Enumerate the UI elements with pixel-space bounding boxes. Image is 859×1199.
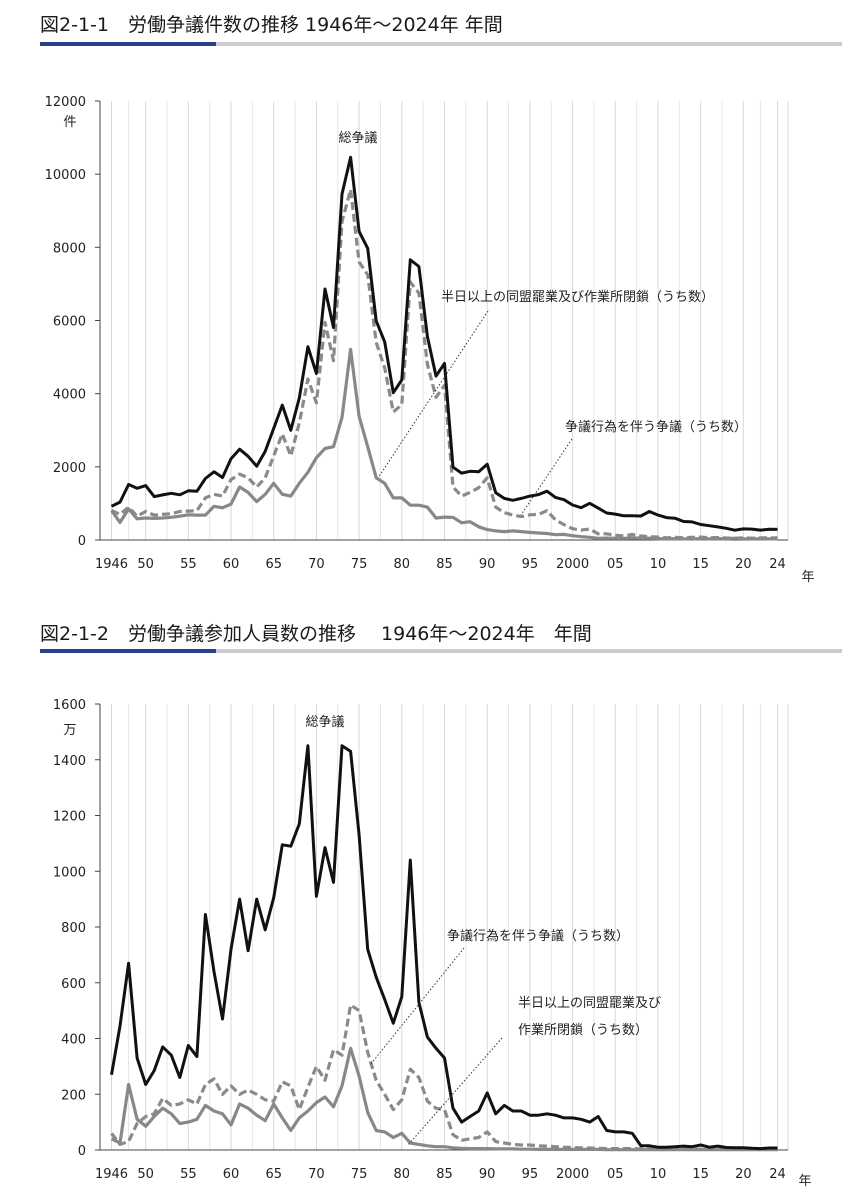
x-tick-label: 70 xyxy=(308,1167,325,1182)
y-tick-label: 1600 xyxy=(53,698,86,713)
leader-line-dispute-acts xyxy=(369,947,465,1066)
y-tick-label: 0 xyxy=(78,1144,86,1159)
x-tick-label: 2000 xyxy=(556,1167,589,1182)
annotation-total-disputes: 総争議 xyxy=(305,715,344,730)
annotation-dispute-acts: 争議行為を伴う争議（うち数） xyxy=(565,419,747,435)
annotation-dispute-acts: 争議行為を伴う争議（うち数） xyxy=(447,928,629,944)
x-tick-label: 95 xyxy=(522,1167,539,1182)
y-tick-label: 1400 xyxy=(53,754,86,769)
x-tick-label: 90 xyxy=(479,557,496,572)
x-tick-label: 70 xyxy=(308,557,325,572)
x-tick-label: 85 xyxy=(436,557,453,572)
x-tick-label: 80 xyxy=(394,557,411,572)
annotation-half-day-line2: 作業所閉鎖（うち数） xyxy=(518,1022,648,1038)
y-tick-label: 600 xyxy=(61,977,86,992)
x-tick-label: 05 xyxy=(607,557,624,572)
series-line xyxy=(110,347,778,541)
x-tick-label: 20 xyxy=(735,1167,752,1182)
title-rule-2 xyxy=(40,649,842,653)
x-tick-label: 1946 xyxy=(95,1167,128,1182)
annotation-half-day-line1: 半日以上の同盟罷業及び xyxy=(518,995,661,1011)
series-line xyxy=(110,1046,778,1152)
x-tick-label: 65 xyxy=(265,1167,282,1182)
title-rule-1 xyxy=(40,42,842,46)
x-tick-label: 55 xyxy=(180,557,197,572)
x-tick-label: 2000 xyxy=(556,557,589,572)
y-tick-label: 200 xyxy=(61,1088,86,1103)
leader-line-half-day xyxy=(407,1037,503,1146)
x-tick-label: 65 xyxy=(265,557,282,572)
x-tick-label: 10 xyxy=(650,1167,667,1182)
x-tick-label: 95 xyxy=(522,557,539,572)
x-tick-label: 85 xyxy=(436,1167,453,1182)
figure-title-1: 図2-1-1 労働争議件数の推移 1946年〜2024年 年間 xyxy=(40,14,503,36)
series-line xyxy=(110,744,778,1151)
x-tick-label: 90 xyxy=(479,1167,496,1182)
y-tick-label: 8000 xyxy=(53,241,86,256)
y-unit-label: 万 xyxy=(63,723,76,738)
x-tick-label: 55 xyxy=(180,1167,197,1182)
y-tick-label: 1200 xyxy=(53,810,86,825)
y-tick-label: 400 xyxy=(61,1033,86,1048)
x-tick-label: 15 xyxy=(692,1167,709,1182)
x-tick-label: 20 xyxy=(735,557,752,572)
y-tick-label: 12000 xyxy=(45,95,86,110)
x-year-label: 年 xyxy=(801,570,814,585)
chart-dispute-cases: 0 2000 4000 6000 8000 10000 12000 1946 50 55 60 65… xyxy=(45,95,815,585)
x-tick-label: 80 xyxy=(394,1167,411,1182)
x-tick-label: 10 xyxy=(650,557,667,572)
x-tick-label: 50 xyxy=(137,1167,154,1182)
y-tick-label: 1000 xyxy=(53,865,86,880)
x-tick-label: 60 xyxy=(223,557,240,572)
annotation-half-day-strikes: 半日以上の同盟罷業及び作業所閉鎖（うち数） xyxy=(441,289,714,305)
figure-title-2: 図2-1-2 労働争議参加人員数の推移 1946年〜2024年 年間 xyxy=(40,623,592,645)
x-tick-label: 1946 xyxy=(95,557,128,572)
y-unit-label: 件 xyxy=(63,115,76,130)
x-tick-label: 50 xyxy=(137,557,154,572)
x-tick-label: 75 xyxy=(351,1167,368,1182)
y-tick-label: 4000 xyxy=(53,388,86,403)
series-line xyxy=(110,155,778,532)
y-tick-label: 2000 xyxy=(53,461,86,476)
y-tick-label: 0 xyxy=(78,534,86,549)
leader-line-dispute-acts xyxy=(520,438,573,516)
x-year-label: 年 xyxy=(798,1174,811,1189)
x-tick-label: 75 xyxy=(351,557,368,572)
y-tick-label: 6000 xyxy=(53,315,86,330)
x-tick-label: 24 xyxy=(769,557,786,572)
x-tick-label: 24 xyxy=(769,1167,786,1182)
x-tick-label: 15 xyxy=(692,557,709,572)
y-tick-label: 800 xyxy=(61,921,86,936)
x-tick-label: 60 xyxy=(223,1167,240,1182)
x-tick-label: 05 xyxy=(607,1167,624,1182)
y-tick-label: 10000 xyxy=(45,168,86,183)
annotation-total-disputes: 総争議 xyxy=(338,131,377,146)
